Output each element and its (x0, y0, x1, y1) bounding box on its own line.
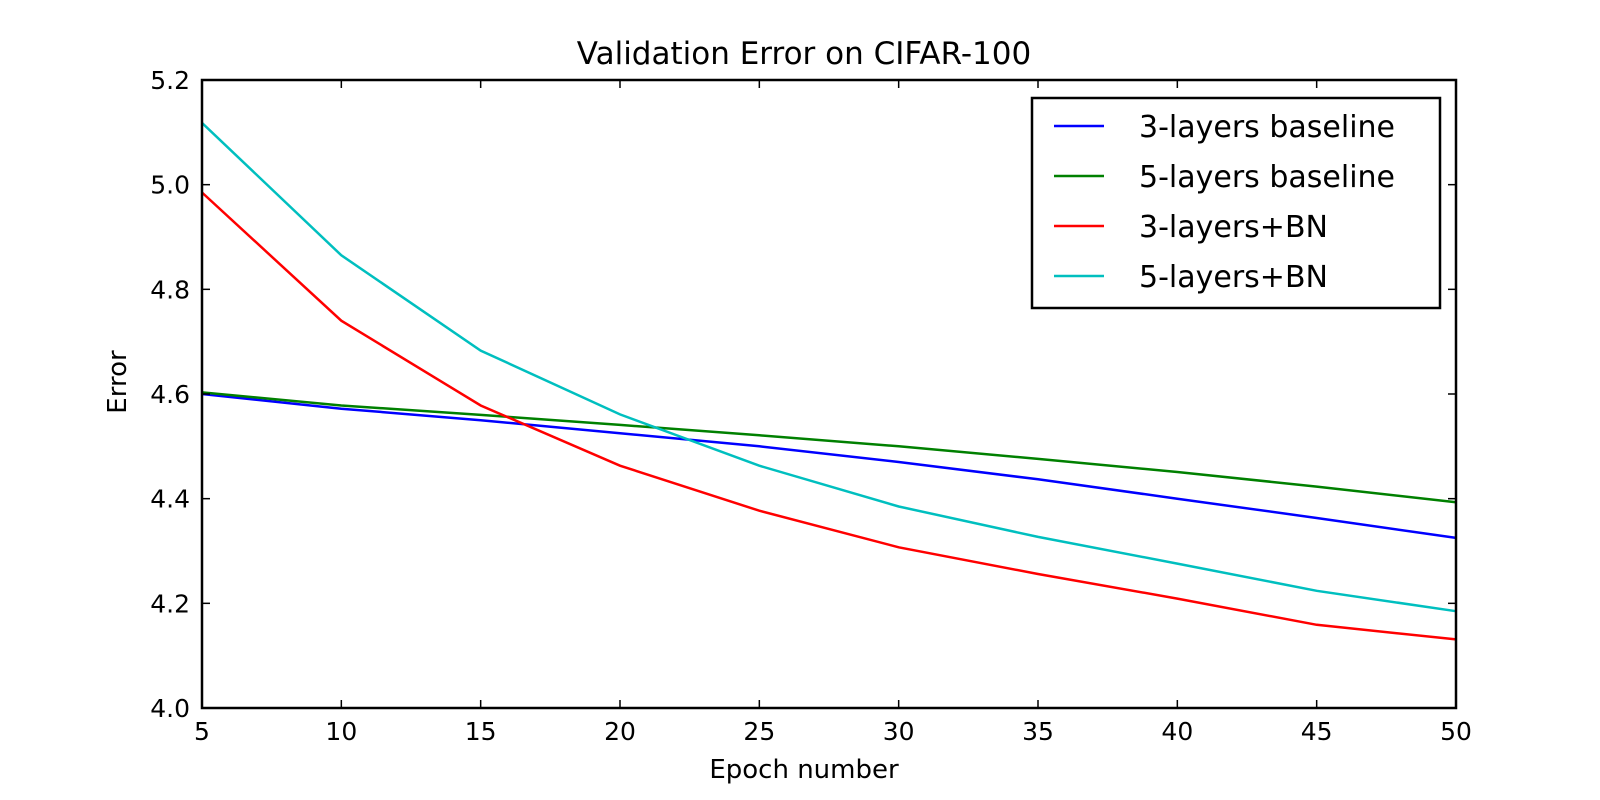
x-axis-label: Epoch number (709, 755, 899, 785)
y-tick-label: 4.8 (150, 275, 190, 304)
legend-box (1030, 96, 1442, 310)
chart-title: Validation Error on CIFAR-100 (577, 36, 1031, 72)
y-tick-label: 5.0 (150, 171, 190, 200)
y-tick-label: 4.2 (150, 589, 190, 618)
plot-frame (200, 78, 1458, 710)
legend: 3-layers baseline 5-layers baseline 3-laye… (1030, 96, 1442, 310)
ticks-layer: 5 10 15 20 25 30 35 40 45 50 4.0 4.2 4.4 4.6 4.8 5.0 5.2 (150, 66, 1472, 746)
legend-label: 5-layers baseline (1139, 160, 1395, 195)
x-tick-label: 45 (1301, 717, 1333, 746)
y-tick-label: 4.0 (150, 694, 190, 723)
legend-label: 3-layers baseline (1139, 110, 1395, 145)
x-tick-label: 25 (743, 717, 775, 746)
x-tick-label: 30 (883, 717, 915, 746)
legend-label: 3-layers+BN (1139, 210, 1328, 245)
y-axis-label: Error (103, 350, 133, 414)
x-tick-label: 5 (194, 717, 210, 746)
x-tick-label: 20 (604, 717, 636, 746)
y-tick-label: 5.2 (150, 66, 190, 95)
x-tick-label: 10 (325, 717, 357, 746)
x-tick-label: 35 (1022, 717, 1054, 746)
x-tick-label: 40 (1161, 717, 1193, 746)
series-line-2 (201, 391, 1457, 504)
y-tick-label: 4.4 (150, 485, 190, 514)
x-tick-label: 50 (1440, 717, 1472, 746)
x-tick-label: 15 (465, 717, 497, 746)
series-line-1 (201, 392, 1457, 540)
series-line-3 (201, 191, 1457, 641)
series-layer (201, 121, 1457, 641)
legend-label: 5-layers+BN (1139, 260, 1328, 295)
y-tick-label: 4.6 (150, 380, 190, 409)
series-line-4 (201, 121, 1457, 613)
